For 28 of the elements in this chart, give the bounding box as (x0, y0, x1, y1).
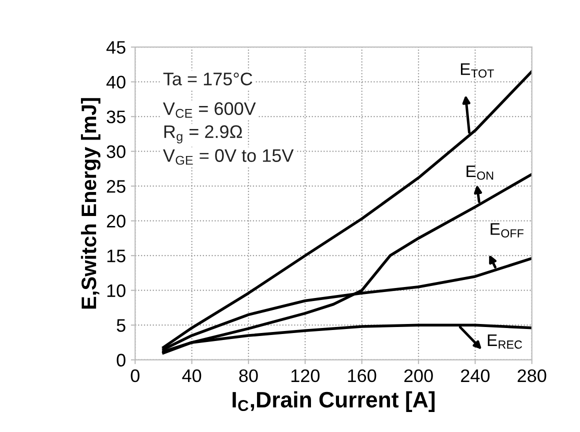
y-tick-label: 15 (107, 250, 126, 262)
y-tick-label: 40 (106, 76, 126, 89)
y-tick-label: 5 (116, 319, 126, 332)
series-label: E$_{OFF}$ (490, 223, 524, 238)
y-tick-label: 30 (106, 145, 126, 158)
x-tick-label: 280 (518, 369, 546, 382)
y-tick-label: 10 (107, 284, 126, 298)
y-tick-label: 35 (106, 110, 126, 124)
y-tick-label: 45 (106, 41, 126, 54)
y-tick-label: 25 (106, 180, 126, 193)
x-tick-label: 0 (130, 369, 140, 382)
series-label: E$_{TOT}$ (460, 63, 494, 78)
annotation: Ta = 175°C (163, 72, 252, 86)
series-label: E$_{ON}$ (466, 166, 494, 180)
y-tick-label: 20 (106, 214, 126, 228)
annotation: V$_{GE}$ = 0V to 15V (162, 149, 294, 165)
x-axis-title: I$_{C}$,Drain Current [A] (232, 391, 435, 412)
y-tick-label: 0 (116, 354, 126, 367)
annotation: R$_{g}$ = 2.9Ω (164, 125, 242, 144)
x-tick-label: 160 (348, 369, 376, 382)
x-tick-label: 120 (291, 369, 320, 382)
legend-label: E$_{REC}$ (488, 334, 522, 349)
x-tick-label: 40 (182, 369, 202, 382)
x-tick-label: 80 (239, 369, 258, 382)
annotation: V$_{CE}$ = 600V (162, 102, 256, 118)
x-tick-label: 200 (404, 369, 433, 382)
x-tick-label: 240 (461, 369, 490, 382)
y-axis-title: E,Switch Energy [mJ] (80, 98, 100, 309)
